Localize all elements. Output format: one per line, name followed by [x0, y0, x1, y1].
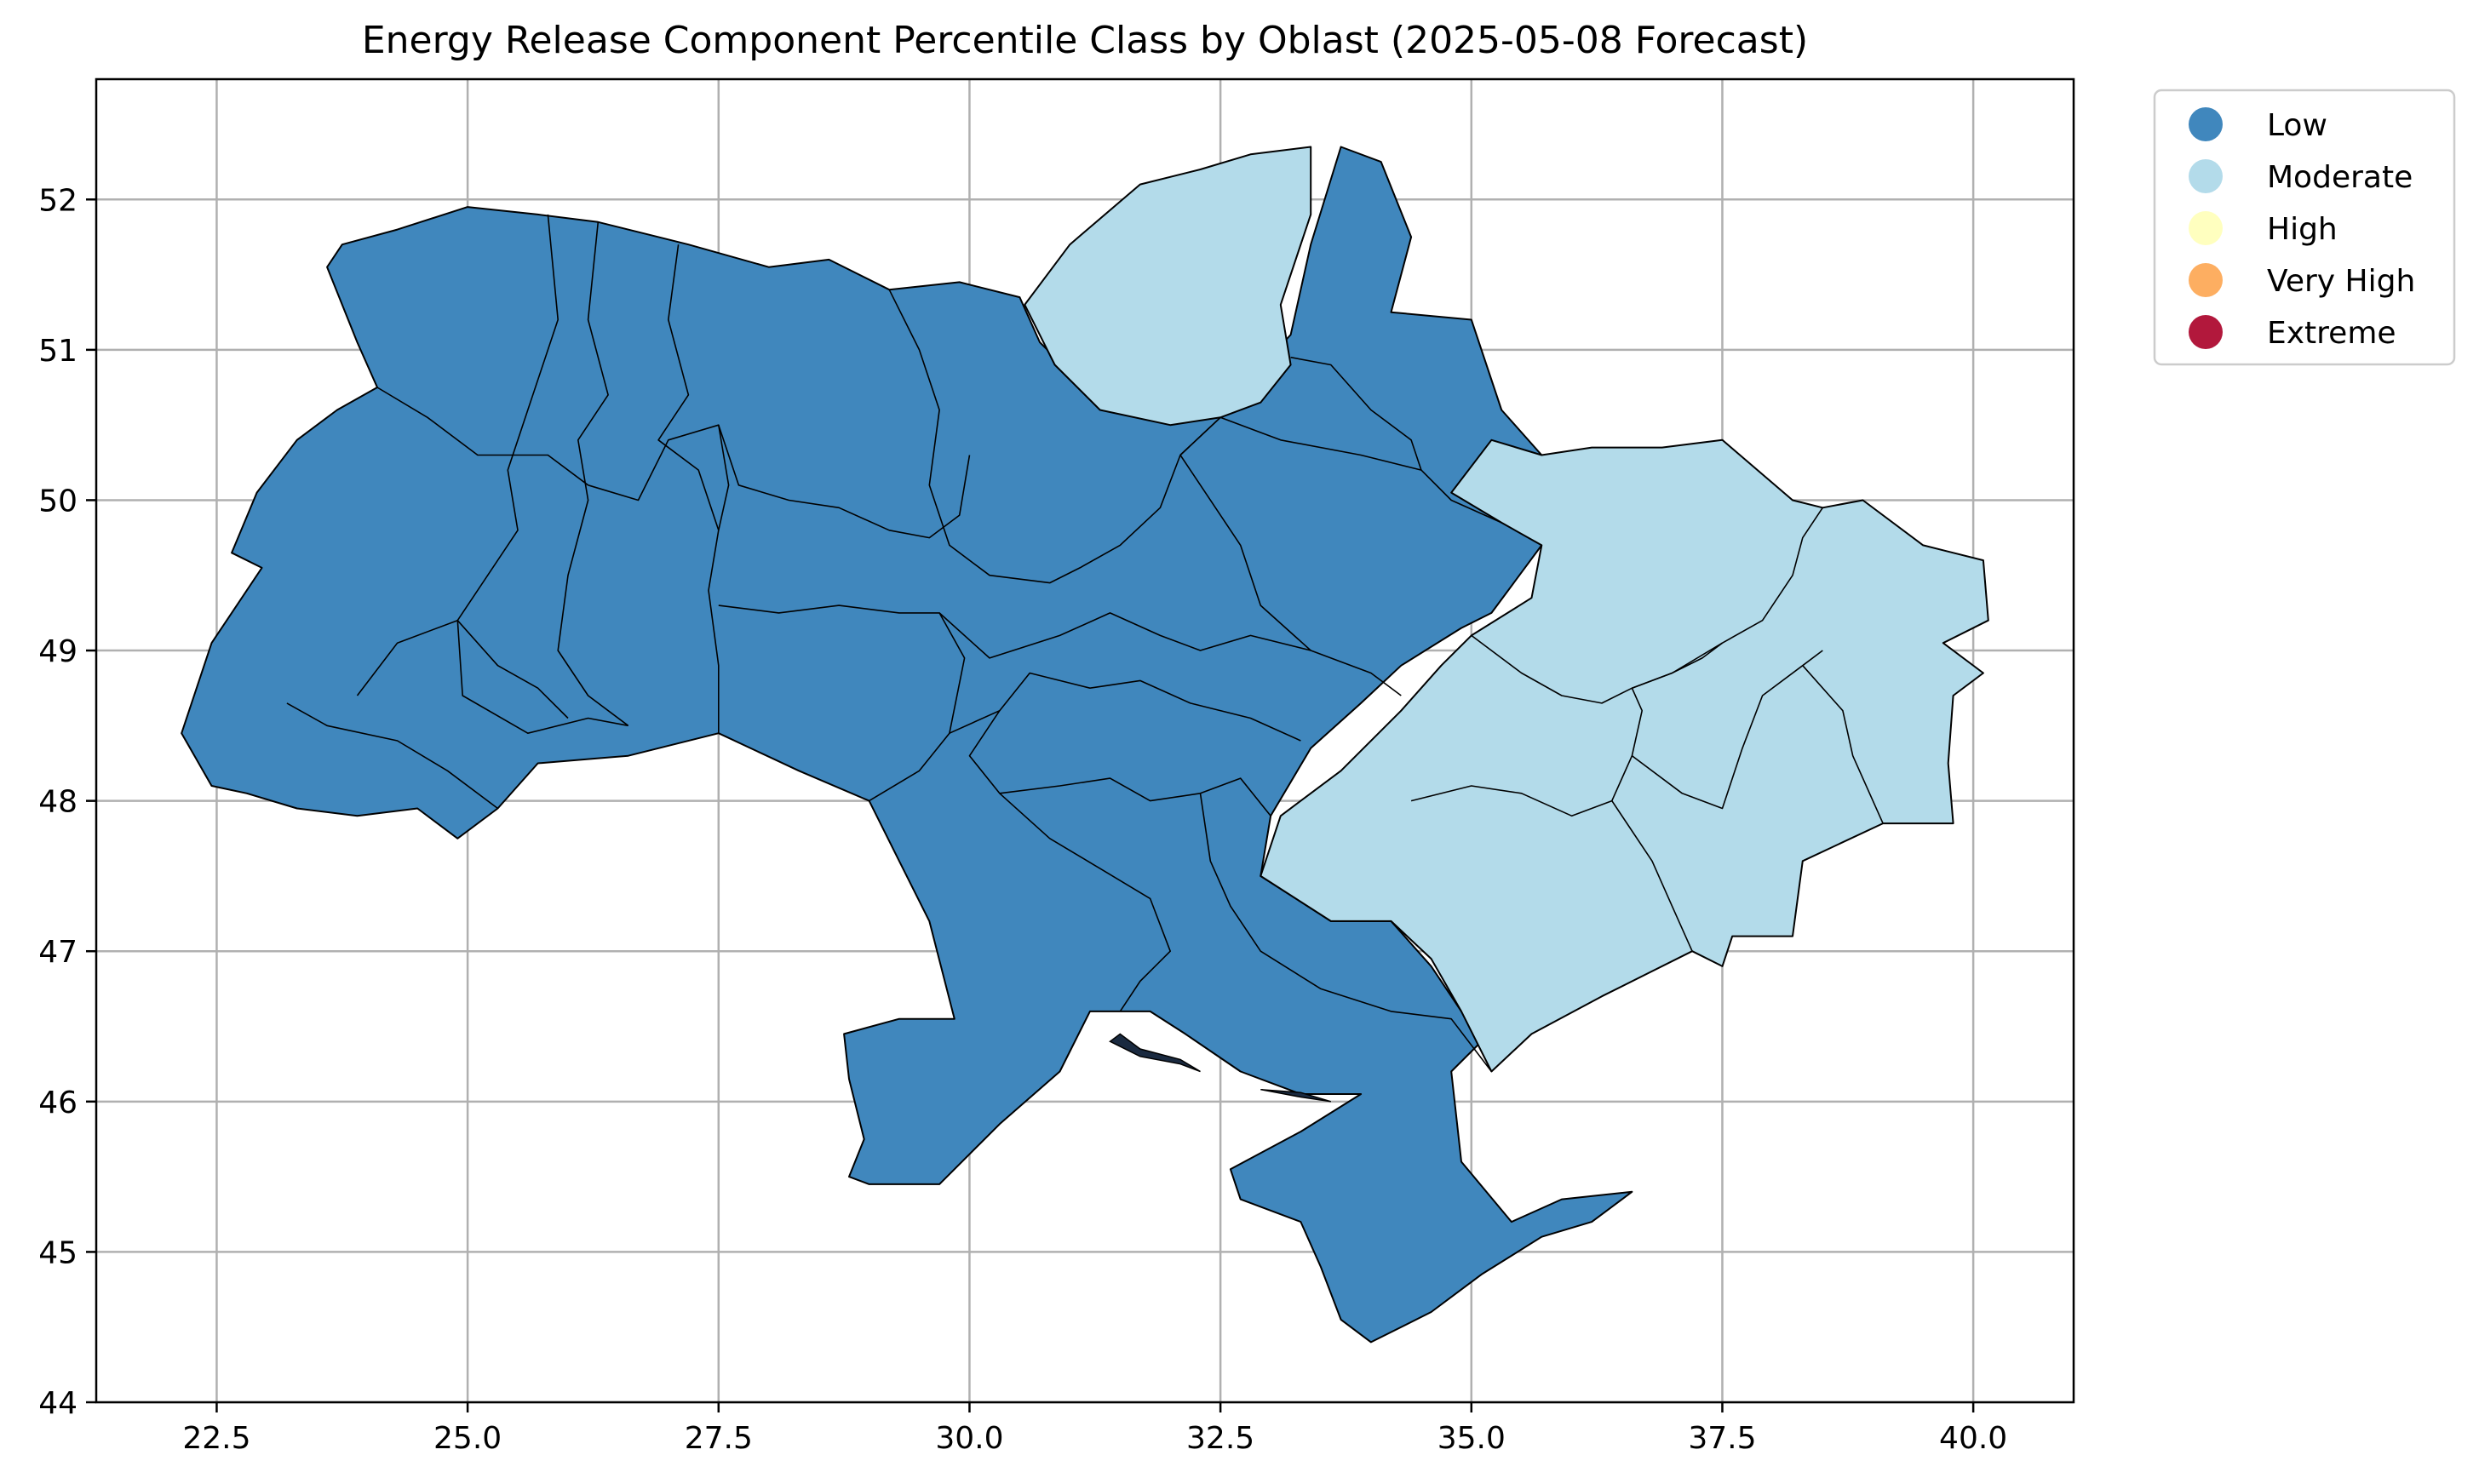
legend-marker-low	[2189, 107, 2223, 141]
legend-marker-extreme	[2189, 315, 2223, 349]
x-tick-label: 27.5	[685, 1421, 753, 1456]
oblast-border	[456, 620, 569, 719]
legend: Low Moderate High Very High Extreme	[2153, 89, 2456, 366]
region-low-0	[181, 146, 1633, 1344]
axes-frame	[95, 77, 2075, 1404]
oblast-border	[999, 672, 1301, 742]
region-moderate-2	[1260, 438, 1989, 1073]
y-tick-label: 45	[38, 1235, 77, 1270]
y-tick-label: 52	[38, 183, 77, 218]
water-feature	[1109, 1033, 1201, 1073]
legend-label-extreme: Extreme	[2267, 316, 2396, 351]
legend-box	[2153, 89, 2456, 366]
y-tick-label: 50	[38, 484, 77, 519]
legend-marker-very-high	[2189, 263, 2223, 297]
y-tick-label: 46	[38, 1086, 77, 1120]
oblast-border	[1199, 793, 1493, 1072]
legend-label-very-high: Very High	[2267, 264, 2415, 299]
legend-label-moderate: Moderate	[2267, 160, 2413, 195]
x-tick-label: 30.0	[935, 1421, 1003, 1456]
oblast-border	[949, 709, 1171, 1012]
y-tick-label: 49	[38, 634, 77, 669]
oblast-border	[1611, 800, 1693, 952]
y-tick-label: 48	[38, 785, 77, 820]
oblast-border	[1179, 455, 1311, 651]
map-title: Energy Release Component Percentile Clas…	[362, 19, 1808, 62]
oblast-border	[1410, 687, 1643, 817]
x-tick-label: 35.0	[1437, 1421, 1506, 1456]
oblast-border	[718, 424, 971, 539]
oblast-border	[657, 244, 720, 531]
oblast-regions	[181, 146, 1989, 1344]
x-tick-label: 32.5	[1186, 1421, 1254, 1456]
y-axis-ticks: 44 45 46 47 48 49 50 51 52	[38, 183, 96, 1421]
oblast-border	[999, 777, 1271, 816]
oblast-border	[356, 214, 559, 696]
oblast-border	[286, 702, 498, 810]
x-tick-label: 22.5	[182, 1421, 250, 1456]
oblast-border	[456, 620, 628, 735]
oblast-borders	[286, 214, 1884, 1072]
region-moderate-1	[1024, 146, 1312, 427]
y-tick-label: 47	[38, 935, 77, 970]
oblast-border	[1179, 416, 1502, 524]
legend-label-low: Low	[2267, 108, 2327, 143]
oblast-border	[888, 289, 1221, 584]
oblast-border	[938, 612, 1402, 696]
x-axis-ticks: 22.5 25.0 27.5 30.0 32.5 35.0 37.5 40.0	[182, 1402, 2007, 1456]
y-tick-label: 51	[38, 334, 77, 369]
oblast-border	[588, 424, 730, 734]
water-features	[1109, 1033, 1332, 1103]
oblast-border	[1802, 665, 1884, 824]
x-tick-label: 37.5	[1688, 1421, 1756, 1456]
water-feature	[1260, 1088, 1332, 1103]
oblast-border	[1632, 642, 1723, 689]
legend-marker-high	[2189, 211, 2223, 245]
oblast-border	[557, 221, 629, 726]
oblast-border	[376, 387, 589, 486]
legend-marker-moderate	[2189, 159, 2223, 193]
y-tick-label: 44	[38, 1386, 77, 1421]
x-tick-label: 25.0	[433, 1421, 502, 1456]
x-tick-label: 40.0	[1939, 1421, 2007, 1456]
oblast-border	[1290, 356, 1422, 471]
legend-entries: Low Moderate High Very High Extreme	[2189, 107, 2415, 351]
legend-label-high: High	[2267, 212, 2338, 247]
